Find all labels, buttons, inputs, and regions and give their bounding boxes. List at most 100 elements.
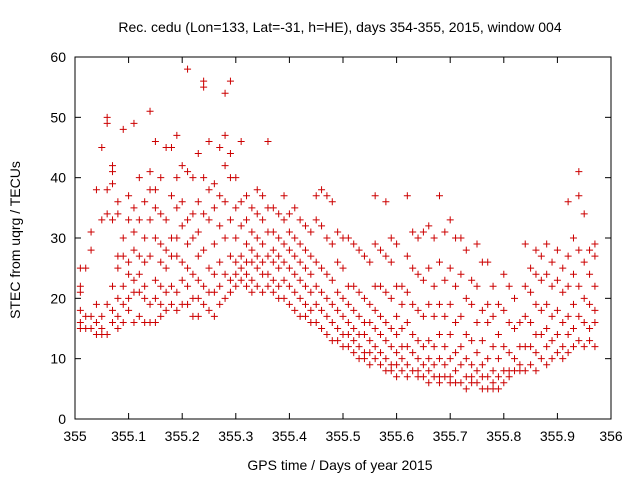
data-point (109, 318, 117, 326)
data-point (125, 294, 133, 302)
data-point (382, 355, 390, 363)
data-point (409, 264, 417, 272)
data-point (269, 288, 277, 296)
data-point (130, 228, 138, 236)
data-point (457, 234, 465, 242)
data-point (521, 282, 529, 290)
data-point (425, 337, 433, 345)
data-point (87, 246, 95, 254)
data-point (564, 331, 572, 339)
data-point (511, 355, 519, 363)
data-point (130, 276, 138, 284)
data-point (205, 216, 213, 224)
data-point (371, 306, 379, 314)
data-point (285, 210, 293, 218)
data-point (103, 119, 111, 127)
data-point (200, 174, 208, 182)
data-point (189, 270, 197, 278)
data-point (264, 252, 272, 260)
data-point (194, 198, 202, 206)
data-point (521, 312, 529, 320)
data-point (382, 252, 390, 260)
x-tick-label: 355.8 (486, 428, 521, 444)
data-point (591, 343, 599, 351)
data-point (457, 379, 465, 387)
data-point (344, 300, 352, 308)
data-point (511, 294, 519, 302)
data-point (553, 246, 561, 254)
data-point (446, 264, 454, 272)
data-point (521, 367, 529, 375)
data-point (377, 349, 385, 357)
data-point (269, 246, 277, 254)
data-point (237, 137, 245, 145)
data-point (403, 373, 411, 381)
data-point (76, 318, 84, 326)
data-point (419, 361, 427, 369)
data-point (489, 367, 497, 375)
data-point (162, 246, 170, 254)
data-point (419, 312, 427, 320)
data-point (216, 258, 224, 266)
data-point (521, 240, 529, 248)
data-point (360, 331, 368, 339)
data-point (307, 306, 315, 314)
data-point (109, 306, 117, 314)
data-point (200, 282, 208, 290)
data-point (221, 131, 229, 139)
data-point (564, 349, 572, 357)
data-point (580, 258, 588, 266)
data-point (532, 246, 540, 254)
y-tick-label: 0 (58, 411, 66, 427)
data-point (119, 318, 127, 326)
data-point (323, 234, 331, 242)
data-point (87, 228, 95, 236)
data-point (366, 337, 374, 345)
data-point (92, 186, 100, 194)
data-point (344, 331, 352, 339)
data-point (141, 282, 149, 290)
data-point (221, 198, 229, 206)
data-point (237, 264, 245, 272)
data-point (377, 361, 385, 369)
data-point (350, 325, 358, 332)
data-point (382, 198, 390, 206)
data-point (468, 373, 476, 381)
data-point (377, 331, 385, 339)
data-point (184, 65, 192, 73)
data-point (135, 252, 143, 260)
data-point (232, 174, 240, 182)
data-point (468, 276, 476, 284)
data-point (435, 331, 443, 339)
data-point (184, 300, 192, 308)
data-point (403, 288, 411, 296)
data-point (484, 373, 492, 381)
data-point (210, 288, 218, 296)
data-point (226, 216, 234, 224)
data-point (275, 210, 283, 218)
data-point (430, 282, 438, 290)
data-point (221, 294, 229, 302)
data-point (419, 228, 427, 236)
data-point (301, 264, 309, 272)
data-point (543, 361, 551, 369)
data-point (494, 385, 502, 393)
data-point (119, 125, 127, 133)
data-point (205, 264, 213, 272)
data-point (425, 264, 433, 272)
data-point (307, 270, 315, 278)
data-point (398, 300, 406, 308)
data-point (318, 222, 326, 230)
data-point (532, 270, 540, 278)
data-point (301, 222, 309, 230)
data-point (114, 198, 122, 206)
data-point (435, 355, 443, 363)
data-point (264, 137, 272, 145)
data-point (516, 361, 524, 369)
data-point (409, 349, 417, 357)
data-point (275, 234, 283, 242)
data-point (323, 294, 331, 302)
data-point (564, 312, 572, 320)
data-point (462, 331, 470, 339)
data-point (328, 318, 336, 326)
